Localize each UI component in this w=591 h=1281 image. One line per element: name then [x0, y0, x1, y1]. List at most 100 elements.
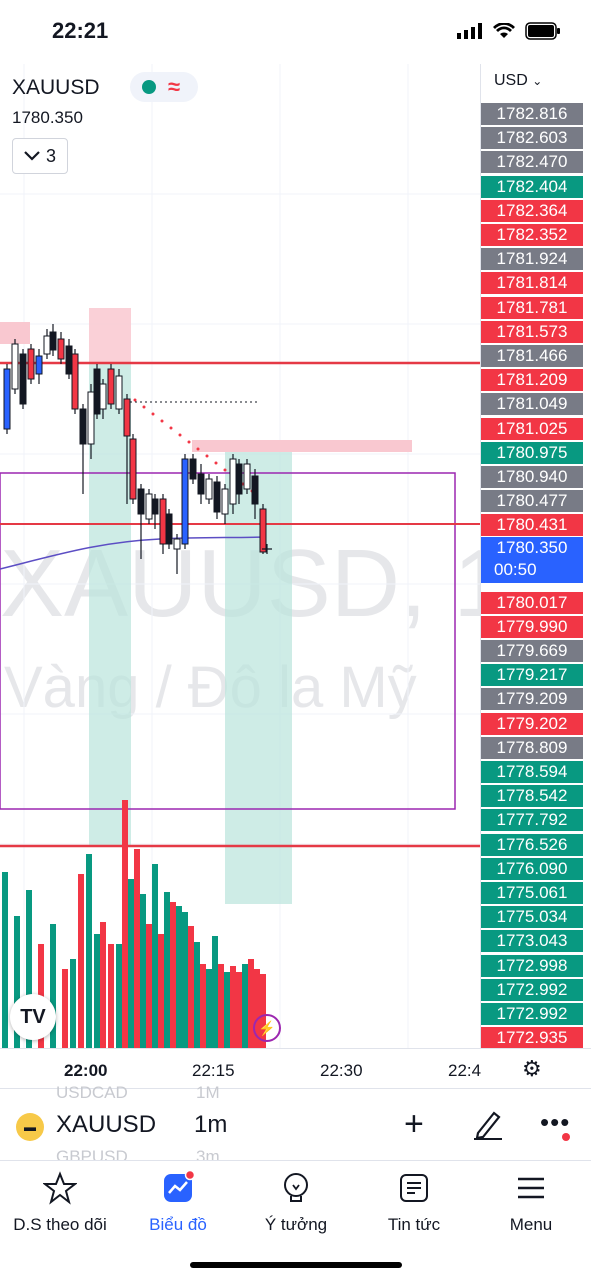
- market-open-dot: [142, 80, 156, 94]
- volume-bar: [224, 972, 230, 1048]
- candle-body: [100, 384, 106, 409]
- volume-bar: [218, 964, 224, 1048]
- price-label: 1780.431: [481, 514, 583, 536]
- signal-icon: [457, 23, 483, 39]
- nav-ideas[interactable]: Ý tưởng: [236, 1171, 356, 1235]
- time-tick: 22:30: [320, 1061, 363, 1081]
- candle-body: [146, 494, 152, 519]
- price-label: 1779.202: [481, 713, 583, 735]
- candle-body: [190, 459, 196, 479]
- sar-dot: [152, 413, 155, 416]
- price-label: 1778.542: [481, 785, 583, 807]
- sar-dot: [197, 448, 200, 451]
- volume-bar: [188, 926, 194, 1048]
- price-label: 1781.025: [481, 418, 583, 440]
- plus-icon[interactable]: +: [404, 1105, 424, 1144]
- price-label: 1779.990: [481, 616, 583, 638]
- wave-icon: ≈: [168, 74, 180, 100]
- volume-bar: [200, 964, 206, 1048]
- market-status-pill[interactable]: ≈: [130, 72, 198, 102]
- candle-body: [152, 499, 158, 514]
- news-icon: [354, 1171, 474, 1211]
- candle-body: [124, 399, 130, 436]
- candle-body: [252, 476, 258, 504]
- time-tick: 22:4: [448, 1061, 481, 1081]
- chevron-down-icon: ⌄: [532, 74, 542, 88]
- volume-bar: [152, 864, 158, 1048]
- short-target-zone: [89, 308, 131, 362]
- price-label: 1775.034: [481, 906, 583, 928]
- volume-bar: [116, 944, 122, 1048]
- lightbulb-icon: [236, 1171, 356, 1211]
- gold-icon: ▬: [16, 1113, 44, 1141]
- price-label: 1779.669: [481, 640, 583, 662]
- nav-chart[interactable]: Biểu đồ: [118, 1171, 238, 1235]
- symbol-name[interactable]: XAUUSD: [12, 76, 100, 99]
- tradingview-logo[interactable]: TV: [10, 994, 56, 1040]
- price-label: 1775.061: [481, 882, 583, 904]
- candle-body: [214, 482, 220, 512]
- toolbar-interval[interactable]: 1m: [194, 1111, 227, 1139]
- sar-dot: [188, 441, 191, 444]
- candle-body: [236, 464, 242, 494]
- status-bar: 22:21: [0, 0, 591, 64]
- candle-body: [88, 392, 94, 444]
- price-chart[interactable]: [0, 64, 480, 1048]
- nav-label: Biểu đồ: [118, 1215, 238, 1235]
- price-label: 1781.049: [481, 393, 583, 415]
- volume-bar: [146, 924, 152, 1048]
- candle-body: [66, 346, 72, 374]
- nav-label: D.S theo dõi: [0, 1215, 120, 1235]
- profit-zone: [225, 452, 292, 904]
- price-label: 1780.477: [481, 490, 583, 512]
- nav-menu[interactable]: Menu: [471, 1171, 591, 1235]
- pen-icon[interactable]: [472, 1107, 504, 1141]
- nav-watchlist[interactable]: D.S theo dõi: [0, 1171, 120, 1235]
- candle-body: [58, 339, 64, 359]
- candle-body: [20, 354, 26, 404]
- price-label: 1781.573: [481, 321, 583, 343]
- gear-icon[interactable]: ⚙: [522, 1056, 542, 1082]
- price-label: 1782.470: [481, 151, 583, 173]
- candle-body: [260, 509, 266, 552]
- star-icon: [0, 1171, 120, 1211]
- currency-label[interactable]: USD: [494, 72, 528, 89]
- candle-body: [198, 474, 204, 494]
- status-icons: [457, 22, 561, 40]
- candle-body: [116, 376, 122, 409]
- candle-body: [166, 514, 172, 544]
- sar-dot: [170, 427, 173, 430]
- candle-body: [108, 369, 114, 404]
- sar-dot: [179, 434, 182, 437]
- price-label: 1781.814: [481, 272, 583, 294]
- candle-body: [4, 369, 10, 429]
- symbol-toolbar: USDCAD 1M ▬ XAUUSD 1m GBPUSD 3m + •••: [0, 1088, 591, 1161]
- price-label: 1778.809: [481, 737, 583, 759]
- volume-bar: [242, 964, 248, 1048]
- volume-bar: [248, 959, 254, 1048]
- legend-symbol[interactable]: XAUUSD: [12, 76, 100, 100]
- currency-selector[interactable]: USD ⌄: [494, 72, 542, 90]
- price-label: 1779.217: [481, 664, 583, 686]
- lightning-icon[interactable]: ⚡: [253, 1014, 281, 1042]
- time-tick: 22:15: [192, 1061, 235, 1081]
- price-label: 1772.998: [481, 955, 583, 977]
- volume-bar: [94, 934, 100, 1048]
- volume-bar: [100, 922, 106, 1048]
- wifi-icon: [493, 23, 515, 39]
- volume-bar: [128, 879, 134, 1048]
- nav-news[interactable]: Tin tức: [354, 1171, 474, 1235]
- indicators-collapse-button[interactable]: 3: [12, 138, 68, 174]
- candle-body: [44, 336, 50, 354]
- price-label: 1782.816: [481, 103, 583, 125]
- sar-dot: [161, 420, 164, 423]
- candle-body: [222, 489, 228, 514]
- chart-canvas[interactable]: XAUUSD, 1 Vàng / Đô la Mỹ: [0, 64, 480, 1048]
- price-label: 1782.352: [481, 224, 583, 246]
- volume-bar: [164, 892, 170, 1048]
- price-label: 1776.526: [481, 834, 583, 856]
- candle-body: [36, 356, 42, 374]
- toolbar-symbol[interactable]: XAUUSD: [56, 1111, 156, 1139]
- price-label: 1778.594: [481, 761, 583, 783]
- sar-dot: [224, 469, 227, 472]
